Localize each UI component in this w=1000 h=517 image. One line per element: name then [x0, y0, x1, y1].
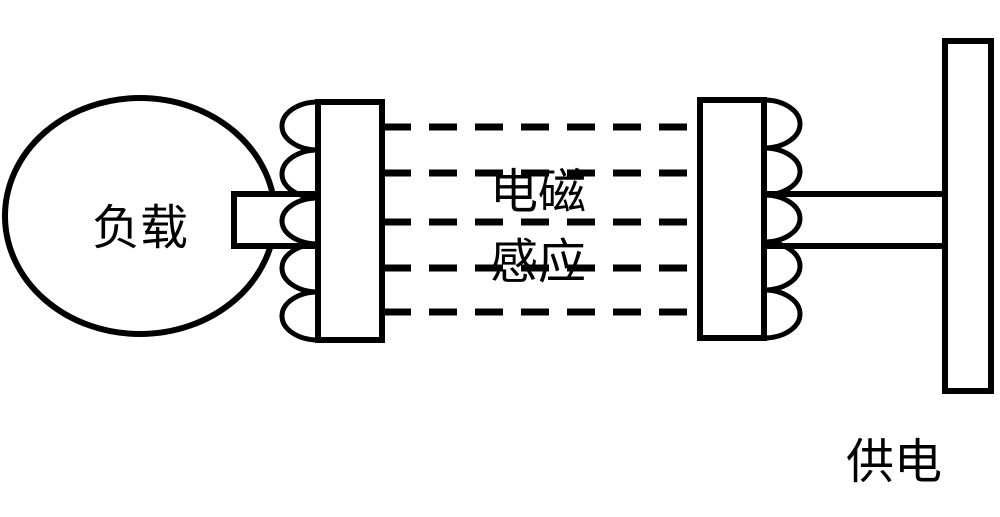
em-label-line1: 电磁: [490, 152, 586, 222]
coil-loop: [282, 102, 318, 150]
supply-label: 供电: [846, 422, 942, 492]
coil-loop: [764, 148, 800, 195]
load-label: 负载: [92, 188, 188, 258]
coil-loop: [764, 100, 800, 148]
em-label-line2: 感应: [490, 222, 586, 292]
coil-loop: [282, 292, 318, 340]
coil-core: [318, 102, 382, 340]
coil-loop: [282, 244, 318, 292]
coil-core: [700, 100, 764, 338]
coil-loop: [764, 290, 800, 338]
supply-bar: [945, 41, 991, 391]
coil-loop: [764, 242, 800, 290]
coil-loop: [282, 150, 318, 198]
